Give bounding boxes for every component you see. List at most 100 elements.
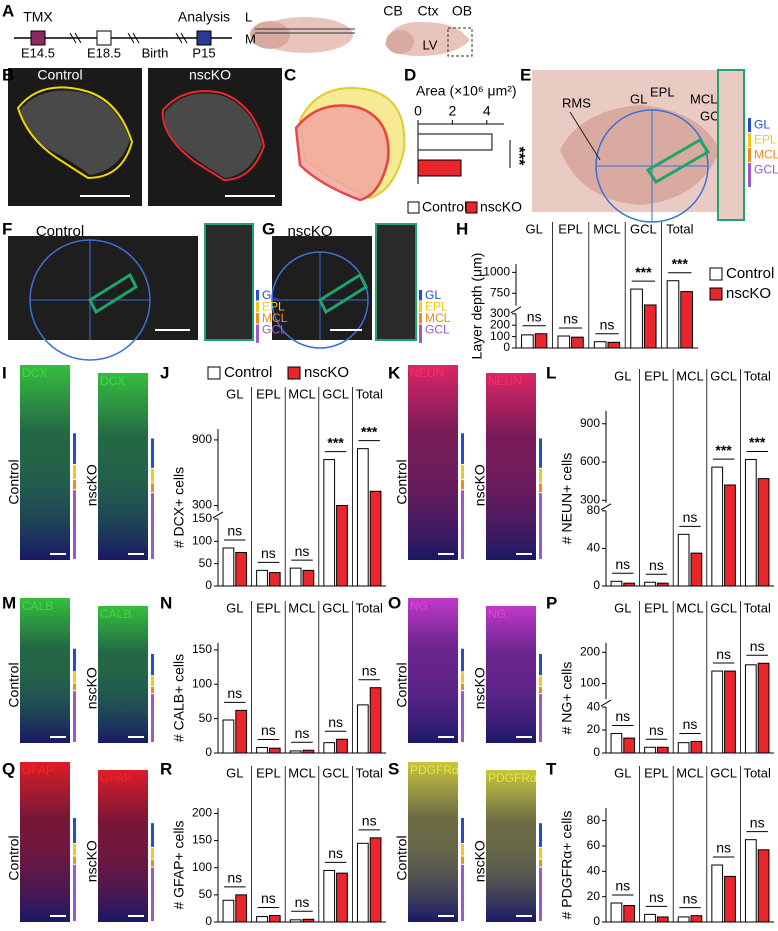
bar: [724, 670, 736, 754]
significance: ns: [563, 311, 578, 327]
bar: [757, 849, 770, 923]
bar: [677, 742, 690, 754]
bar: [724, 484, 736, 587]
y-tick-label: 80: [587, 813, 601, 827]
legend-label: nscKO: [480, 199, 522, 215]
stain-image: [486, 770, 536, 922]
layer-label: EPL: [262, 299, 285, 313]
bar: [571, 336, 584, 349]
legend-swatch: [709, 267, 723, 281]
panel-label: S: [388, 759, 399, 778]
legend-swatch: [465, 201, 478, 214]
layer-bar: [461, 480, 464, 490]
significance: ns: [716, 646, 731, 662]
y-axis-label: # NG+ cells: [559, 662, 575, 735]
y-tick-label: 900: [192, 432, 212, 446]
condition-label: Control: [6, 662, 22, 707]
significance: ns: [649, 722, 664, 738]
category-label: EPL: [256, 765, 281, 780]
bar: [724, 875, 736, 923]
condition-label: nscKO: [84, 464, 100, 506]
bar: [643, 304, 657, 349]
category-label: GCL: [322, 765, 349, 780]
significance: ns: [615, 708, 630, 724]
axis-break: [600, 503, 612, 511]
y-tick-label: 0: [503, 340, 510, 354]
panel-e-schematic: RMS GL EPL MCL GCL: [532, 69, 745, 223]
layer-bar: [539, 676, 542, 686]
bar: [711, 466, 724, 587]
x-tick-label: 2: [449, 103, 457, 119]
bar: [757, 662, 770, 754]
condition-label: Control: [394, 835, 410, 880]
legend-label: Control: [726, 265, 774, 282]
legend-label: Control: [422, 199, 467, 215]
bar: [677, 916, 690, 923]
category-label: Total: [355, 765, 383, 780]
y-tick-label: 20: [587, 889, 601, 903]
y-tick-label: 100: [192, 676, 212, 690]
bar: [302, 569, 315, 587]
panel-label: T: [546, 759, 557, 778]
layer-label: GCL: [262, 322, 287, 336]
y-tick-label: 40: [587, 864, 601, 878]
timeline-event: E18.5: [87, 45, 121, 60]
bar: [630, 288, 643, 349]
y-tick-label: 300: [580, 492, 600, 506]
condition-label: nscKO: [84, 840, 100, 882]
y-tick-label: 50: [199, 887, 213, 901]
panel-label: K: [388, 363, 401, 382]
category-label: EPL: [644, 600, 669, 615]
layer-label: EPL: [754, 133, 777, 147]
y-tick-label: 0: [593, 914, 600, 928]
significance: ***: [749, 434, 766, 450]
timeline-event: E14.5: [21, 45, 55, 60]
layer-bar: [748, 133, 751, 147]
bar: [744, 839, 757, 923]
timeline-start: TMX: [23, 9, 53, 25]
y-tick-label: 900: [580, 416, 600, 430]
bar: [593, 341, 607, 349]
bar: [336, 504, 348, 587]
bar: [222, 719, 235, 754]
category-label: GCL: [322, 386, 349, 401]
category-label: GCL: [322, 600, 349, 615]
panel-label: J: [160, 363, 169, 382]
bar: [356, 704, 369, 754]
bar: [302, 749, 315, 754]
significance: ns: [600, 316, 615, 332]
bar: [680, 291, 693, 349]
bar: [336, 872, 348, 923]
category-label: MCL: [593, 221, 620, 236]
layer-bar: [256, 313, 259, 324]
y-tick-label: 200: [580, 645, 600, 659]
layer-bar: [461, 433, 464, 464]
stain-image: [408, 598, 458, 743]
bar: [235, 551, 248, 587]
layer-bar: [256, 324, 259, 343]
bar: [534, 333, 548, 349]
bar: [623, 582, 636, 587]
layer-bar: [461, 864, 464, 921]
significance: ns: [362, 662, 377, 678]
panel-label: R: [160, 759, 172, 778]
layer-bar: [256, 290, 259, 301]
panel-b-images: Control nscKO: [8, 67, 282, 206]
condition-label: Control: [394, 662, 410, 707]
stain-image: [20, 762, 70, 922]
category-label: MCL: [288, 765, 315, 780]
category-label: GL: [614, 765, 631, 780]
bar: [690, 741, 703, 754]
significance: ns: [227, 870, 242, 886]
significance: ns: [615, 556, 630, 572]
bar: [268, 747, 281, 754]
panel-label: D: [404, 65, 416, 84]
axis-break: [510, 306, 522, 314]
bar: [666, 280, 680, 349]
category-label: MCL: [288, 600, 315, 615]
bar: [369, 490, 382, 587]
significance: ns: [328, 845, 343, 861]
panel-label: O: [388, 593, 401, 612]
layer-bar: [539, 694, 542, 742]
